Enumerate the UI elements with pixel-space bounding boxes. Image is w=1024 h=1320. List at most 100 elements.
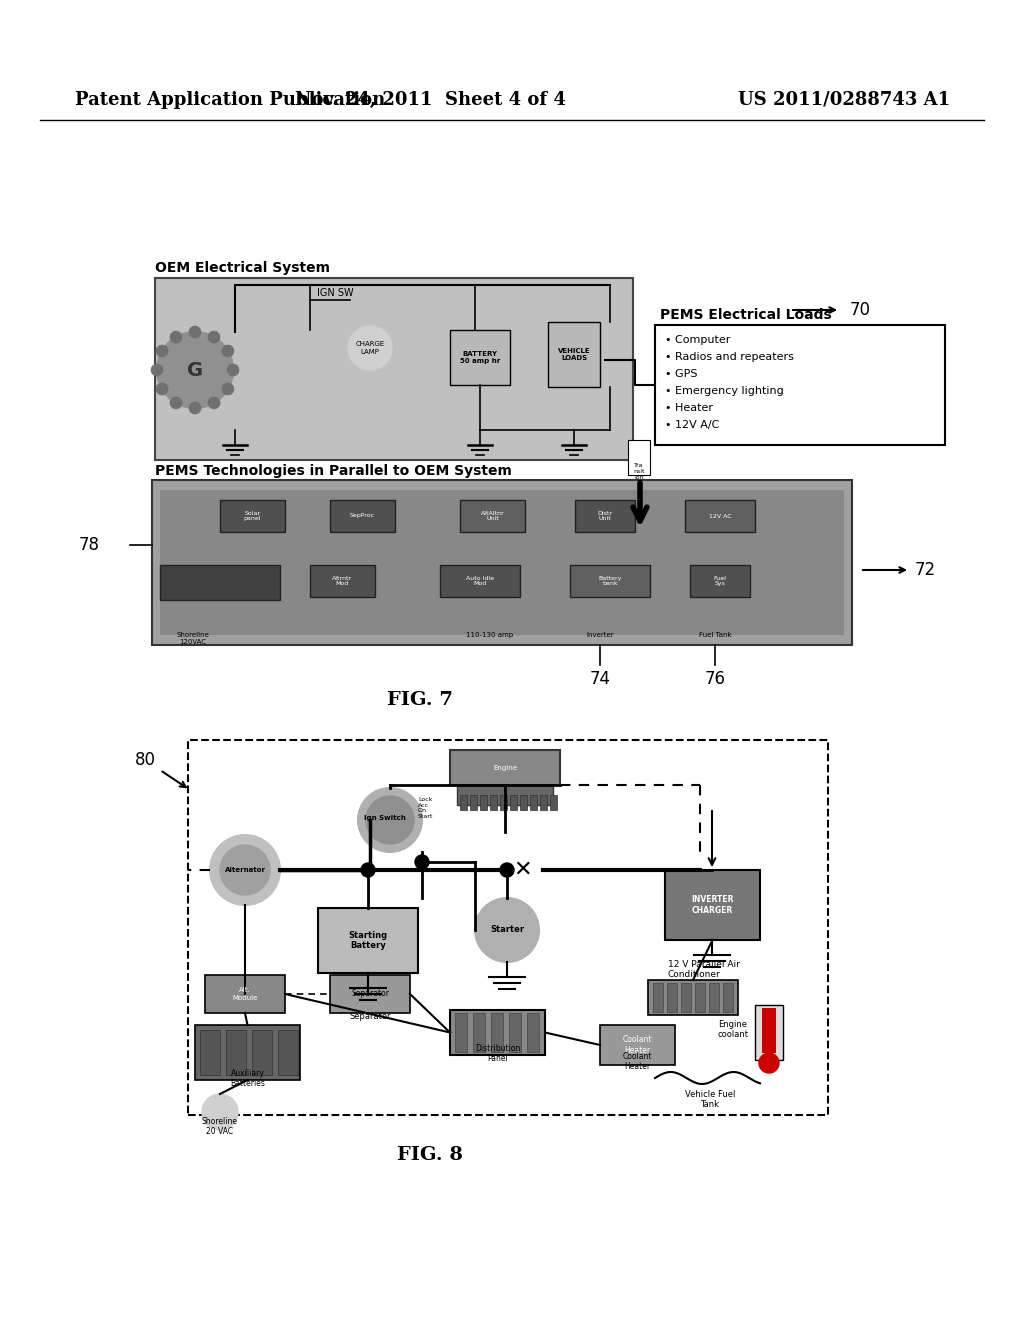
Bar — [723, 983, 733, 1012]
Bar — [330, 500, 395, 532]
Text: Engine
coolant: Engine coolant — [718, 1020, 749, 1039]
Text: 78: 78 — [79, 536, 100, 554]
Circle shape — [500, 863, 514, 876]
Bar — [220, 500, 285, 532]
Bar — [570, 565, 650, 597]
Text: Vehicle Fuel
Tank: Vehicle Fuel Tank — [685, 1090, 735, 1109]
Text: 76: 76 — [705, 671, 725, 688]
Text: Battery
bank: Battery bank — [598, 576, 622, 586]
Circle shape — [348, 326, 392, 370]
Bar — [520, 795, 527, 810]
Bar — [460, 500, 525, 532]
Text: OEM Electrical System: OEM Electrical System — [155, 261, 330, 275]
Bar — [200, 1030, 220, 1074]
Bar — [550, 795, 557, 810]
Bar — [509, 1012, 521, 1052]
Circle shape — [210, 836, 280, 906]
Text: IGN SW: IGN SW — [316, 288, 353, 298]
Bar — [457, 785, 553, 805]
Text: CHARGE
LAMP: CHARGE LAMP — [355, 342, 385, 355]
Bar — [648, 979, 738, 1015]
Bar — [160, 565, 280, 601]
Circle shape — [151, 364, 163, 376]
Bar — [709, 983, 719, 1012]
Circle shape — [366, 796, 414, 843]
Text: • GPS: • GPS — [665, 370, 697, 379]
Bar — [681, 983, 691, 1012]
Bar — [490, 795, 497, 810]
Bar — [490, 1012, 503, 1052]
Bar — [762, 1008, 776, 1053]
Circle shape — [156, 383, 168, 395]
Bar — [530, 795, 537, 810]
Bar — [665, 870, 760, 940]
Bar — [470, 795, 477, 810]
Text: Distribution
Panel: Distribution Panel — [475, 1044, 520, 1063]
Text: Inverter: Inverter — [586, 632, 613, 638]
Bar — [460, 795, 467, 810]
Text: 72: 72 — [915, 561, 936, 579]
Text: Separator: Separator — [349, 1012, 391, 1020]
Bar — [455, 1012, 467, 1052]
Circle shape — [189, 326, 201, 338]
Text: VEHICLE
LOADS: VEHICLE LOADS — [558, 348, 590, 360]
Bar — [500, 795, 507, 810]
Text: Fuel
Sys: Fuel Sys — [714, 576, 726, 586]
Bar — [667, 983, 677, 1012]
Bar — [160, 490, 844, 635]
Bar — [450, 330, 510, 385]
Bar — [450, 750, 560, 785]
Bar — [450, 1010, 545, 1055]
Circle shape — [358, 788, 422, 851]
Circle shape — [220, 845, 270, 895]
Text: 70: 70 — [850, 301, 871, 319]
Bar — [695, 983, 705, 1012]
Text: Coolant
Heater: Coolant Heater — [623, 1052, 652, 1071]
Circle shape — [415, 855, 429, 869]
Bar — [690, 565, 750, 597]
Circle shape — [157, 333, 233, 408]
Bar — [226, 1030, 246, 1074]
Bar — [440, 565, 520, 597]
Bar — [480, 795, 487, 810]
Bar — [330, 975, 410, 1012]
Circle shape — [170, 331, 182, 343]
Text: PEMS Electrical Loads: PEMS Electrical Loads — [660, 308, 831, 322]
Bar — [628, 440, 650, 475]
Bar — [548, 322, 600, 387]
Bar — [755, 1005, 783, 1060]
Bar — [600, 1026, 675, 1065]
Bar — [310, 565, 375, 597]
Text: Separator: Separator — [351, 990, 389, 998]
Text: • Radios and repeaters: • Radios and repeaters — [665, 352, 794, 362]
Text: Auto Idle
Mod: Auto Idle Mod — [466, 576, 494, 586]
Text: Distr
Unit: Distr Unit — [597, 511, 612, 521]
Bar — [655, 325, 945, 445]
Circle shape — [170, 397, 182, 409]
Bar — [527, 1012, 539, 1052]
Bar — [155, 279, 633, 459]
Text: Ign Switch: Ign Switch — [365, 814, 406, 821]
Circle shape — [208, 397, 220, 409]
Text: • Computer: • Computer — [665, 335, 730, 345]
Text: Starting
Battery: Starting Battery — [348, 931, 387, 950]
Circle shape — [227, 364, 239, 376]
Text: Starter: Starter — [489, 925, 524, 935]
Text: Solar
panel: Solar panel — [244, 511, 261, 521]
Bar — [575, 500, 635, 532]
Bar — [685, 500, 755, 532]
Circle shape — [361, 863, 375, 876]
Text: PEMS Technologies in Parallel to OEM System: PEMS Technologies in Parallel to OEM Sys… — [155, 465, 512, 478]
Circle shape — [222, 345, 233, 356]
Text: Nov. 24, 2011  Sheet 4 of 4: Nov. 24, 2011 Sheet 4 of 4 — [295, 91, 565, 110]
Text: 12 V Parallel Air
Conditioner: 12 V Parallel Air Conditioner — [668, 960, 740, 979]
Text: 110-130 amp: 110-130 amp — [467, 632, 514, 638]
Bar — [195, 1026, 300, 1080]
Text: FIG. 8: FIG. 8 — [397, 1146, 463, 1164]
Text: Shoreline
20 VAC: Shoreline 20 VAC — [202, 1117, 238, 1137]
Bar — [252, 1030, 272, 1074]
Text: Patent Application Publication: Patent Application Publication — [75, 91, 385, 110]
Text: Alternator: Alternator — [224, 867, 265, 873]
Text: Shoreline
120VAC: Shoreline 120VAC — [176, 632, 210, 645]
Bar — [540, 795, 547, 810]
